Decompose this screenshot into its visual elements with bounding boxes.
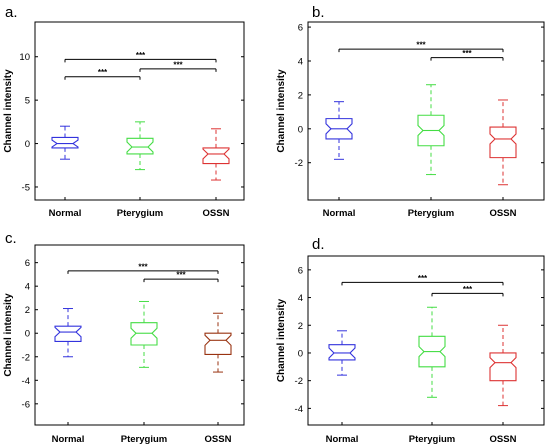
significance-bracket: *** [64, 68, 141, 80]
y-axis-label: Channel intensity [276, 298, 287, 382]
y-tick-label: 5 [25, 96, 30, 107]
x-category-label: Normal [323, 208, 356, 219]
box-body [130, 322, 158, 346]
y-tick-label: -2 [22, 352, 30, 363]
plot-area [34, 21, 245, 201]
plot-area [307, 21, 545, 201]
box-body [202, 147, 230, 165]
box-ossn [489, 324, 517, 407]
significance-label: *** [418, 274, 428, 283]
box-body [418, 335, 446, 368]
panel-label: b. [312, 4, 325, 21]
box-body [489, 352, 517, 382]
box-pterygium [126, 121, 154, 171]
box-normal [54, 308, 82, 358]
box-body [417, 114, 445, 147]
box-pterygium [417, 84, 445, 176]
x-category-label: OSSN [490, 434, 517, 445]
x-category-label: Normal [49, 208, 82, 219]
y-tick-label: 4 [298, 56, 303, 67]
x-category-label: Normal [52, 434, 85, 445]
x-category-label: Normal [326, 434, 359, 445]
box-ossn [202, 128, 230, 181]
box-body [54, 325, 82, 343]
significance-label: *** [416, 41, 426, 50]
significance-label: *** [463, 285, 473, 294]
y-tick-label: 0 [25, 329, 30, 340]
box-body [204, 332, 232, 355]
y-tick-label: -4 [295, 404, 303, 415]
box-body [126, 137, 154, 155]
y-tick-label: -2 [295, 158, 303, 169]
y-tick-label: 10 [19, 52, 30, 63]
significance-bracket: *** [338, 41, 504, 53]
y-tick-label: -5 [22, 182, 30, 193]
chart-panel-3: c. Channel intensity -6 -4 -2 0 2 4 6 Normal Ptery… [3, 230, 245, 445]
plot-area [307, 255, 545, 426]
y-tick-label: 0 [298, 348, 303, 359]
x-category-label: OSSN [203, 208, 230, 219]
x-category-label: OSSN [490, 208, 517, 219]
y-tick-label: 0 [298, 124, 303, 135]
significance-bracket: *** [341, 274, 504, 286]
x-category-label: Pterygium [117, 208, 163, 219]
plot-area [34, 244, 245, 426]
y-tick-label: 6 [298, 23, 303, 34]
box-body [489, 126, 517, 159]
significance-label: *** [136, 51, 146, 60]
chart-panel-2: b. Channel intensity -2 0 2 4 6 Normal Pterygium… [276, 4, 545, 219]
y-tick-label: -2 [295, 376, 303, 387]
significance-bracket: *** [67, 262, 219, 274]
box-ossn [489, 99, 517, 186]
y-tick-label: 4 [25, 282, 30, 293]
panel-label: c. [5, 230, 17, 247]
panel-label: d. [312, 236, 325, 253]
box-normal [51, 125, 79, 160]
y-tick-label: 2 [298, 90, 303, 101]
significance-label: *** [462, 49, 472, 58]
box-body [51, 136, 79, 149]
x-category-label: OSSN [205, 434, 232, 445]
y-tick-label: 0 [25, 139, 30, 150]
y-tick-label: -6 [22, 399, 30, 410]
significance-label: *** [98, 68, 108, 77]
significance-bracket: *** [430, 49, 504, 61]
box-body [325, 118, 353, 140]
x-category-label: Pterygium [409, 434, 455, 445]
panel-label: a. [5, 4, 18, 21]
significance-bracket: *** [143, 271, 219, 283]
significance-bracket: *** [139, 60, 217, 72]
significance-bracket: *** [431, 285, 504, 297]
box-pterygium [130, 300, 158, 368]
y-tick-label: 4 [298, 293, 303, 304]
box-ossn [204, 312, 232, 373]
chart-panel-1: a. Channel intensity -5 0 5 10 Normal Pterygium… [3, 4, 245, 219]
box-body [328, 344, 356, 361]
box-normal [328, 330, 356, 376]
y-tick-label: 6 [298, 265, 303, 276]
y-axis-label: Channel intensity [3, 293, 14, 377]
y-axis-label: Channel intensity [3, 69, 14, 153]
y-tick-label: -4 [22, 376, 30, 387]
chart-panel-4: d. Channel intensity -4 -2 0 2 4 6 Normal Pterygi… [276, 236, 545, 445]
significance-label: *** [173, 60, 183, 69]
box-pterygium [418, 306, 446, 398]
x-category-label: Pterygium [408, 208, 454, 219]
significance-label: *** [176, 271, 186, 280]
significance-label: *** [138, 262, 148, 271]
y-tick-label: 6 [25, 258, 30, 269]
y-tick-label: 2 [25, 305, 30, 316]
x-category-label: Pterygium [121, 434, 167, 445]
box-normal [325, 101, 353, 160]
y-tick-label: 2 [298, 321, 303, 332]
y-axis-label: Channel intensity [276, 69, 287, 153]
significance-bracket: *** [64, 51, 217, 63]
